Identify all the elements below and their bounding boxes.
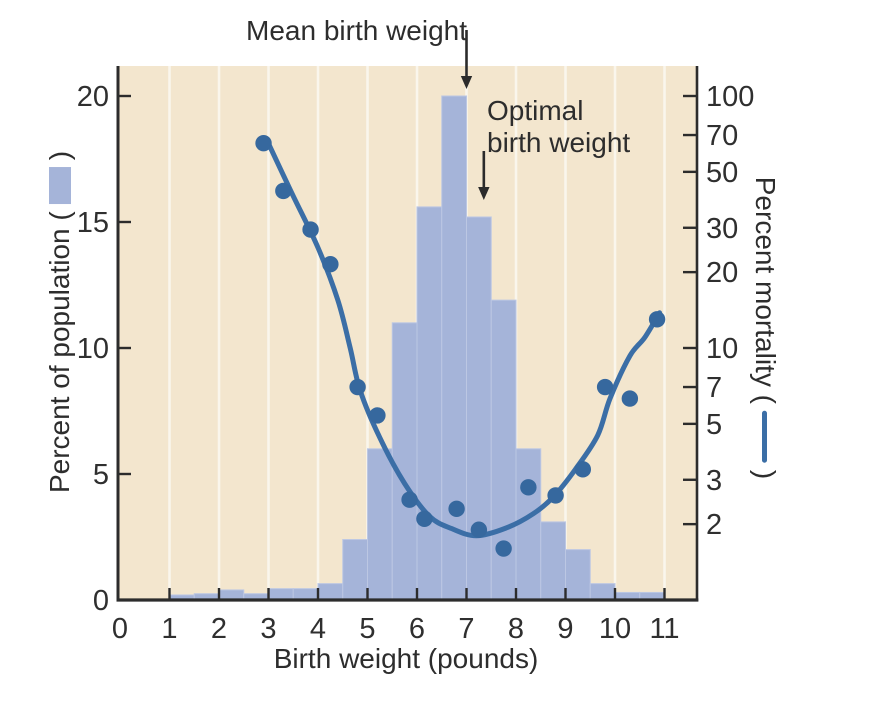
x-tick-label: 8 <box>508 613 524 645</box>
left-tick-label: 10 <box>77 333 109 365</box>
histogram-bar <box>416 206 443 601</box>
mortality-point <box>520 479 537 496</box>
annotation-optimal-birth-weight: Optimal birth weight <box>487 95 657 159</box>
histogram-bar <box>540 521 566 601</box>
mortality-curve-legend-line <box>762 410 768 463</box>
histogram-legend-swatch <box>49 167 71 205</box>
right-axis-title-close-paren: ) <box>750 469 781 480</box>
right-tick-label: 3 <box>706 465 722 497</box>
mortality-point <box>574 461 592 478</box>
right-tick-label: 5 <box>706 409 722 441</box>
left-tick-label: 20 <box>77 81 109 113</box>
x-tick-label: 11 <box>649 613 679 645</box>
annotation-mean-birth-weight: Mean birth weight <box>246 15 468 46</box>
left-axis-title: Percent of population ( ) <box>44 151 76 493</box>
right-tick-label: 10 <box>706 333 738 365</box>
left-axis-title-close-paren: ) <box>44 150 75 161</box>
histogram-bar <box>565 549 591 601</box>
mortality-point <box>495 540 512 557</box>
left-tick-label: 5 <box>93 459 109 491</box>
histogram-bar <box>342 539 368 601</box>
mortality-point <box>369 407 386 424</box>
x-tick-label: 1 <box>161 613 177 645</box>
x-axis-title: Birth weight (pounds) <box>273 643 539 674</box>
right-axis-title: Percent mortality ( ) <box>749 177 781 480</box>
mortality-point <box>275 182 292 200</box>
left-tick-label: 15 <box>77 207 109 239</box>
mortality-point <box>621 390 639 407</box>
right-tick-label: 70 <box>706 120 738 152</box>
left-axis-title-text: Percent of population ( <box>44 211 75 494</box>
mortality-point <box>648 311 666 328</box>
mortality-point <box>448 500 465 518</box>
histogram-bar <box>317 583 344 601</box>
right-tick-label: 2 <box>706 509 722 541</box>
mortality-point <box>322 256 339 273</box>
x-tick-label: 5 <box>359 613 375 645</box>
histogram-bar <box>466 216 492 601</box>
mortality-point <box>401 491 418 508</box>
histogram-bar <box>292 588 319 601</box>
annotation-optimal-line1: Optimal <box>487 95 584 126</box>
histogram-bar <box>268 588 294 601</box>
mortality-point <box>416 510 433 528</box>
mortality-curve <box>263 135 663 539</box>
x-tick-label: 6 <box>409 613 425 645</box>
left-tick-label: 0 <box>93 585 109 617</box>
right-tick-label: 100 <box>706 81 754 113</box>
mean-birth-weight-arrow-head <box>460 76 473 89</box>
x-tick-label: 2 <box>211 613 227 645</box>
mortality-point <box>255 134 272 152</box>
right-tick-label: 20 <box>706 257 738 289</box>
optimal-birth-weight-arrow-head <box>478 187 490 200</box>
mortality-point <box>302 221 319 238</box>
annotation-optimal-line2: birth weight <box>487 127 631 159</box>
mortality-point <box>349 378 366 396</box>
histogram-bar <box>589 583 616 601</box>
x-tick-label: 3 <box>260 613 276 645</box>
x-tick-label: 9 <box>557 613 573 645</box>
mortality-point <box>470 521 488 538</box>
x-tick-label: 4 <box>310 613 326 645</box>
mortality-point <box>596 378 614 396</box>
right-tick-label: 7 <box>706 372 722 404</box>
right-tick-label: 50 <box>706 157 738 189</box>
right-axis-title-text: Percent mortality ( <box>750 176 781 404</box>
x-tick-label: 7 <box>458 613 474 645</box>
right-tick-label: 30 <box>706 213 738 245</box>
histogram-bar <box>367 448 393 601</box>
x-tick-label: 0 <box>112 613 128 645</box>
x-tick-label: 10 <box>599 613 631 645</box>
histogram-bar <box>391 322 418 601</box>
mortality-point <box>547 487 564 504</box>
